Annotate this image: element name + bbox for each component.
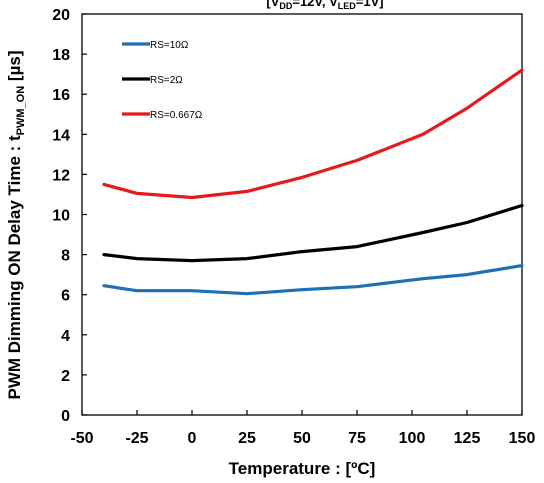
y-axis-label-subscript: PWM_ON [15, 86, 27, 136]
legend-label: RS=0.667Ω [150, 110, 203, 121]
y-tick-label: 12 [52, 167, 70, 184]
chart-title: [VDD=12V, VLED=1V] [266, 0, 383, 11]
y-tick-label: 4 [61, 328, 70, 345]
series-line [102, 203, 524, 263]
y-tick-label: 2 [61, 368, 70, 385]
series-lines [102, 68, 524, 296]
x-tick-label: 50 [293, 430, 311, 447]
series-line [102, 68, 524, 200]
x-tick-label: -25 [125, 430, 148, 447]
legend-label: RS=10Ω [150, 40, 189, 51]
y-tick-label: 6 [61, 288, 70, 305]
plot-area [81, 13, 523, 416]
y-tick-label: 0 [61, 408, 70, 425]
legend: RS=10Ω RS=2Ω RS=0.667Ω [122, 40, 203, 121]
y-tick-labels: 0 2 4 6 8 10 12 14 16 18 20 [52, 7, 70, 425]
x-tick-label: 100 [399, 430, 426, 447]
x-tick-label: 75 [348, 430, 366, 447]
x-tick-labels: -50 -25 0 25 50 75 100 125 150 [70, 430, 535, 447]
x-tick-label: 125 [454, 430, 481, 447]
y-tick-label: 8 [61, 248, 70, 265]
x-axis-label: Temperature : [ºC] [229, 459, 376, 478]
y-axis-label: PWM Dimming ON Delay Time : tPWM_ON [µs] [5, 51, 27, 400]
chart-title-part: [V [266, 0, 279, 9]
y-axis-label-main: PWM Dimming ON Delay Time : t [5, 135, 24, 400]
y-tick-label: 14 [52, 127, 70, 144]
chart-title-part: =1V] [356, 0, 384, 9]
chart-title-subscript: LED [338, 1, 357, 11]
x-tick-label: 0 [188, 430, 197, 447]
x-tick-label: 25 [238, 430, 256, 447]
series-line [102, 264, 524, 296]
x-tick-label: -50 [70, 430, 93, 447]
chart-title-subscript: DD [279, 1, 292, 11]
legend-label: RS=2Ω [150, 75, 183, 86]
y-tick-label: 16 [52, 87, 70, 104]
tick-marks [81, 13, 523, 416]
x-tick-label: 150 [509, 430, 536, 447]
chart-title-part: =12V, V [292, 0, 338, 9]
y-tick-label: 18 [52, 47, 70, 64]
y-axis-label-unit: [µs] [5, 51, 24, 86]
y-tick-label: 20 [52, 7, 70, 24]
y-tick-label: 10 [52, 208, 70, 225]
